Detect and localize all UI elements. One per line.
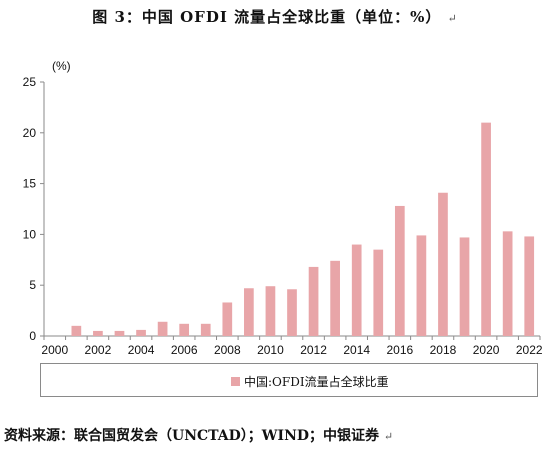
bar-series xyxy=(71,122,535,336)
x-tick-label: 2006 xyxy=(171,343,198,357)
x-tick-label: 2016 xyxy=(386,343,413,357)
bar xyxy=(287,289,297,336)
bar xyxy=(136,329,146,336)
bar xyxy=(351,244,362,336)
bar xyxy=(502,231,513,336)
source-text: 资料来源：联合国贸发会（UNCTAD）；WIND；中银证券 xyxy=(4,428,380,444)
x-ticks: 2000 2002 2004 2006 2008 2010 2012 2014 2016 2018… xyxy=(41,336,543,357)
x-tick-label: 2020 xyxy=(473,343,500,357)
y-ticks: 0 5 10 15 20 25 xyxy=(23,75,44,343)
bar xyxy=(438,192,448,336)
chart-legend: 中国:OFDI流量占全球比重 xyxy=(40,363,538,397)
figure-title: 图 3：中国 OFDI 流量占全球比重（单位：%） ↵ xyxy=(0,6,550,27)
figure-title-text: 图 3：中国 OFDI 流量占全球比重（单位：%） xyxy=(92,8,442,26)
bar xyxy=(200,323,211,336)
bar xyxy=(93,330,103,336)
x-tick-label: 2008 xyxy=(214,343,241,357)
y-tick-label: 15 xyxy=(23,177,37,191)
bar xyxy=(330,260,340,336)
bar xyxy=(481,122,491,336)
bar xyxy=(373,249,384,336)
bar xyxy=(265,286,276,336)
legend-label: 中国:OFDI流量占全球比重 xyxy=(244,375,389,389)
source-note: 资料来源：联合国贸发会（UNCTAD）；WIND；中银证券 ↵ xyxy=(4,425,393,445)
x-tick-label: 2010 xyxy=(257,343,284,357)
bar xyxy=(244,288,254,336)
paragraph-mark-icon: ↵ xyxy=(447,12,458,25)
y-tick-label: 0 xyxy=(29,329,36,343)
bar xyxy=(308,266,319,336)
x-tick-label: 2002 xyxy=(85,343,112,357)
bar xyxy=(524,236,535,336)
bar xyxy=(394,205,405,336)
paragraph-mark-icon: ↵ xyxy=(383,430,394,443)
bar xyxy=(114,330,125,336)
bar xyxy=(222,302,233,336)
x-tick-label: 2000 xyxy=(41,343,68,357)
bar xyxy=(157,321,168,336)
bar xyxy=(71,325,82,336)
x-tick-label: 2004 xyxy=(128,343,155,357)
x-tick-label: 2014 xyxy=(343,343,370,357)
bar xyxy=(459,237,470,336)
y-tick-label: 10 xyxy=(23,227,37,241)
x-tick-label: 2022 xyxy=(516,343,543,357)
x-tick-label: 2012 xyxy=(300,343,327,357)
y-tick-label: 25 xyxy=(23,75,37,89)
legend-entry: 中国:OFDI流量占全球比重 xyxy=(231,373,389,390)
y-tick-label: 5 xyxy=(29,278,36,292)
legend-swatch xyxy=(231,377,240,386)
bar xyxy=(179,323,190,336)
y-tick-label: 20 xyxy=(23,126,37,140)
y-unit-label: (%) xyxy=(52,59,71,73)
x-tick-label: 2018 xyxy=(430,343,457,357)
bar xyxy=(416,235,427,336)
